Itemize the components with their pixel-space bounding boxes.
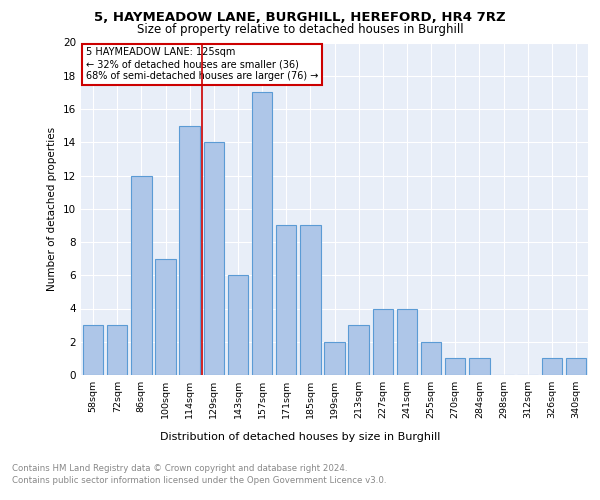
Bar — [276, 226, 296, 375]
Bar — [397, 308, 417, 375]
Bar — [445, 358, 466, 375]
Bar — [300, 226, 320, 375]
Bar — [179, 126, 200, 375]
Bar — [155, 258, 176, 375]
Text: 5, HAYMEADOW LANE, BURGHILL, HEREFORD, HR4 7RZ: 5, HAYMEADOW LANE, BURGHILL, HEREFORD, H… — [94, 11, 506, 24]
Bar — [469, 358, 490, 375]
Bar — [83, 325, 103, 375]
Bar — [107, 325, 127, 375]
Text: 5 HAYMEADOW LANE: 125sqm
← 32% of detached houses are smaller (36)
68% of semi-d: 5 HAYMEADOW LANE: 125sqm ← 32% of detach… — [86, 48, 319, 80]
Bar — [542, 358, 562, 375]
Bar — [373, 308, 393, 375]
Text: Contains public sector information licensed under the Open Government Licence v3: Contains public sector information licen… — [12, 476, 386, 485]
Bar — [131, 176, 152, 375]
Y-axis label: Number of detached properties: Number of detached properties — [47, 126, 58, 291]
Bar — [349, 325, 369, 375]
Bar — [324, 342, 345, 375]
Bar — [421, 342, 442, 375]
Text: Size of property relative to detached houses in Burghill: Size of property relative to detached ho… — [137, 22, 463, 36]
Bar — [252, 92, 272, 375]
Bar — [566, 358, 586, 375]
Text: Distribution of detached houses by size in Burghill: Distribution of detached houses by size … — [160, 432, 440, 442]
Bar — [227, 275, 248, 375]
Text: Contains HM Land Registry data © Crown copyright and database right 2024.: Contains HM Land Registry data © Crown c… — [12, 464, 347, 473]
Bar — [203, 142, 224, 375]
